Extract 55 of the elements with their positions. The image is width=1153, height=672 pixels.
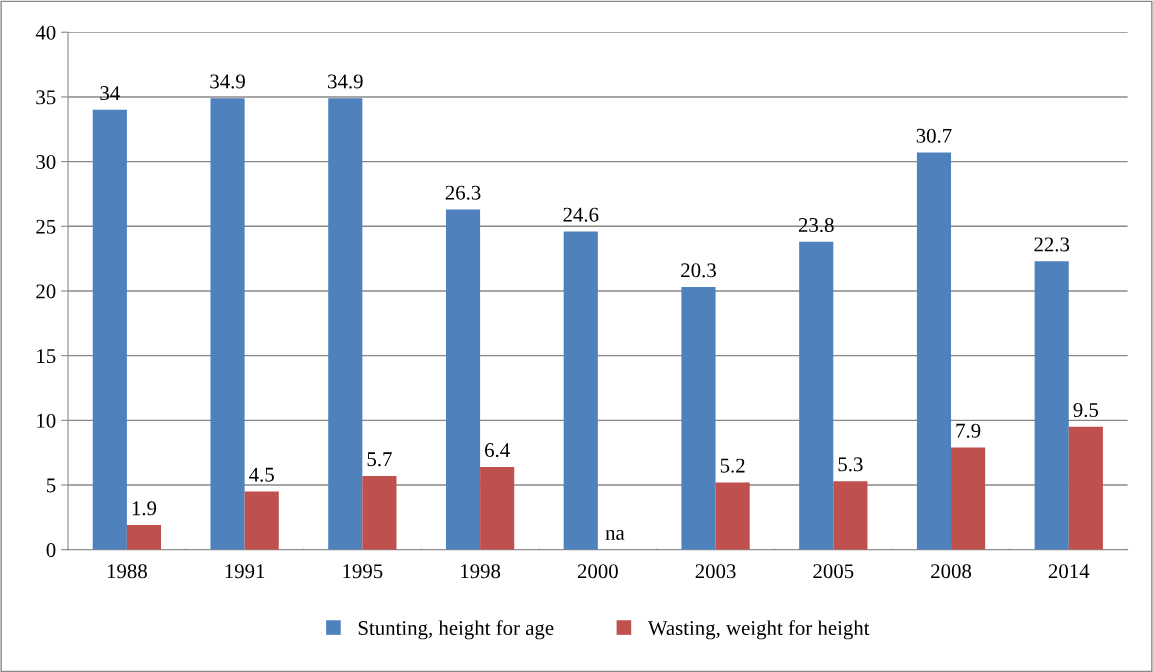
data-label: 30.7	[916, 128, 952, 143]
x-tick-label: 1988	[107, 564, 147, 579]
x-tick-label: 2005	[813, 564, 854, 579]
bar	[445, 209, 481, 550]
x-tick-label: 2014	[1048, 564, 1090, 579]
bar	[244, 491, 279, 550]
data-label: 34	[100, 86, 120, 101]
data-label: 5.7	[367, 452, 392, 467]
data-label: 24.6	[563, 207, 599, 222]
bar	[1068, 426, 1103, 550]
x-tick-label: 1991	[225, 564, 265, 579]
bar	[799, 241, 834, 550]
bar	[951, 447, 986, 550]
data-label: 4.5	[249, 467, 274, 482]
y-tick-label: 30	[36, 154, 56, 170]
text: na	[605, 529, 625, 540]
data-label: 20.3	[681, 263, 716, 278]
x-tick-label: 2000	[577, 564, 618, 579]
y-tick-label: 5	[47, 478, 56, 493]
data-label: 26.3	[445, 185, 481, 200]
bar	[480, 466, 515, 550]
data-label: 34.9	[210, 74, 245, 89]
y-tick-label: 25	[36, 219, 56, 234]
bar	[916, 152, 952, 550]
bar	[92, 109, 127, 550]
data-label: 9.5	[1073, 403, 1099, 418]
bar	[563, 231, 598, 550]
bar	[715, 482, 750, 550]
bar	[681, 287, 716, 550]
bar	[328, 98, 363, 550]
data-label: 23.8	[798, 217, 834, 233]
data-label: 5.2	[720, 458, 745, 473]
data-label: 34.9	[328, 74, 363, 89]
legend-label: Wasting, weight for height	[647, 620, 870, 640]
bar	[1034, 261, 1069, 550]
y-tick-label: 40	[35, 25, 56, 40]
bar	[126, 525, 162, 550]
x-tick-label: 2008	[931, 564, 972, 579]
data-label: 22.3	[1034, 237, 1070, 252]
x-tick-label: 1998	[461, 564, 501, 579]
bar	[210, 98, 245, 550]
x-tick-label: 1995	[343, 564, 383, 579]
data-label: 7.9	[956, 423, 981, 438]
y-tick-label: 10	[37, 413, 56, 428]
y-tick-label: 0	[46, 543, 56, 558]
data-label: 6.4	[485, 443, 510, 458]
bar	[362, 475, 397, 550]
legend-label: Stunting, height for age	[358, 620, 554, 640]
data-label: 1.9	[132, 501, 157, 516]
y-tick-label: 20	[36, 284, 56, 299]
bar	[833, 481, 868, 550]
y-tick-label: 35	[36, 90, 56, 105]
y-tick-label: 15	[37, 349, 56, 364]
x-tick-label: 2003	[695, 564, 736, 579]
data-label: 5.3	[838, 457, 863, 472]
